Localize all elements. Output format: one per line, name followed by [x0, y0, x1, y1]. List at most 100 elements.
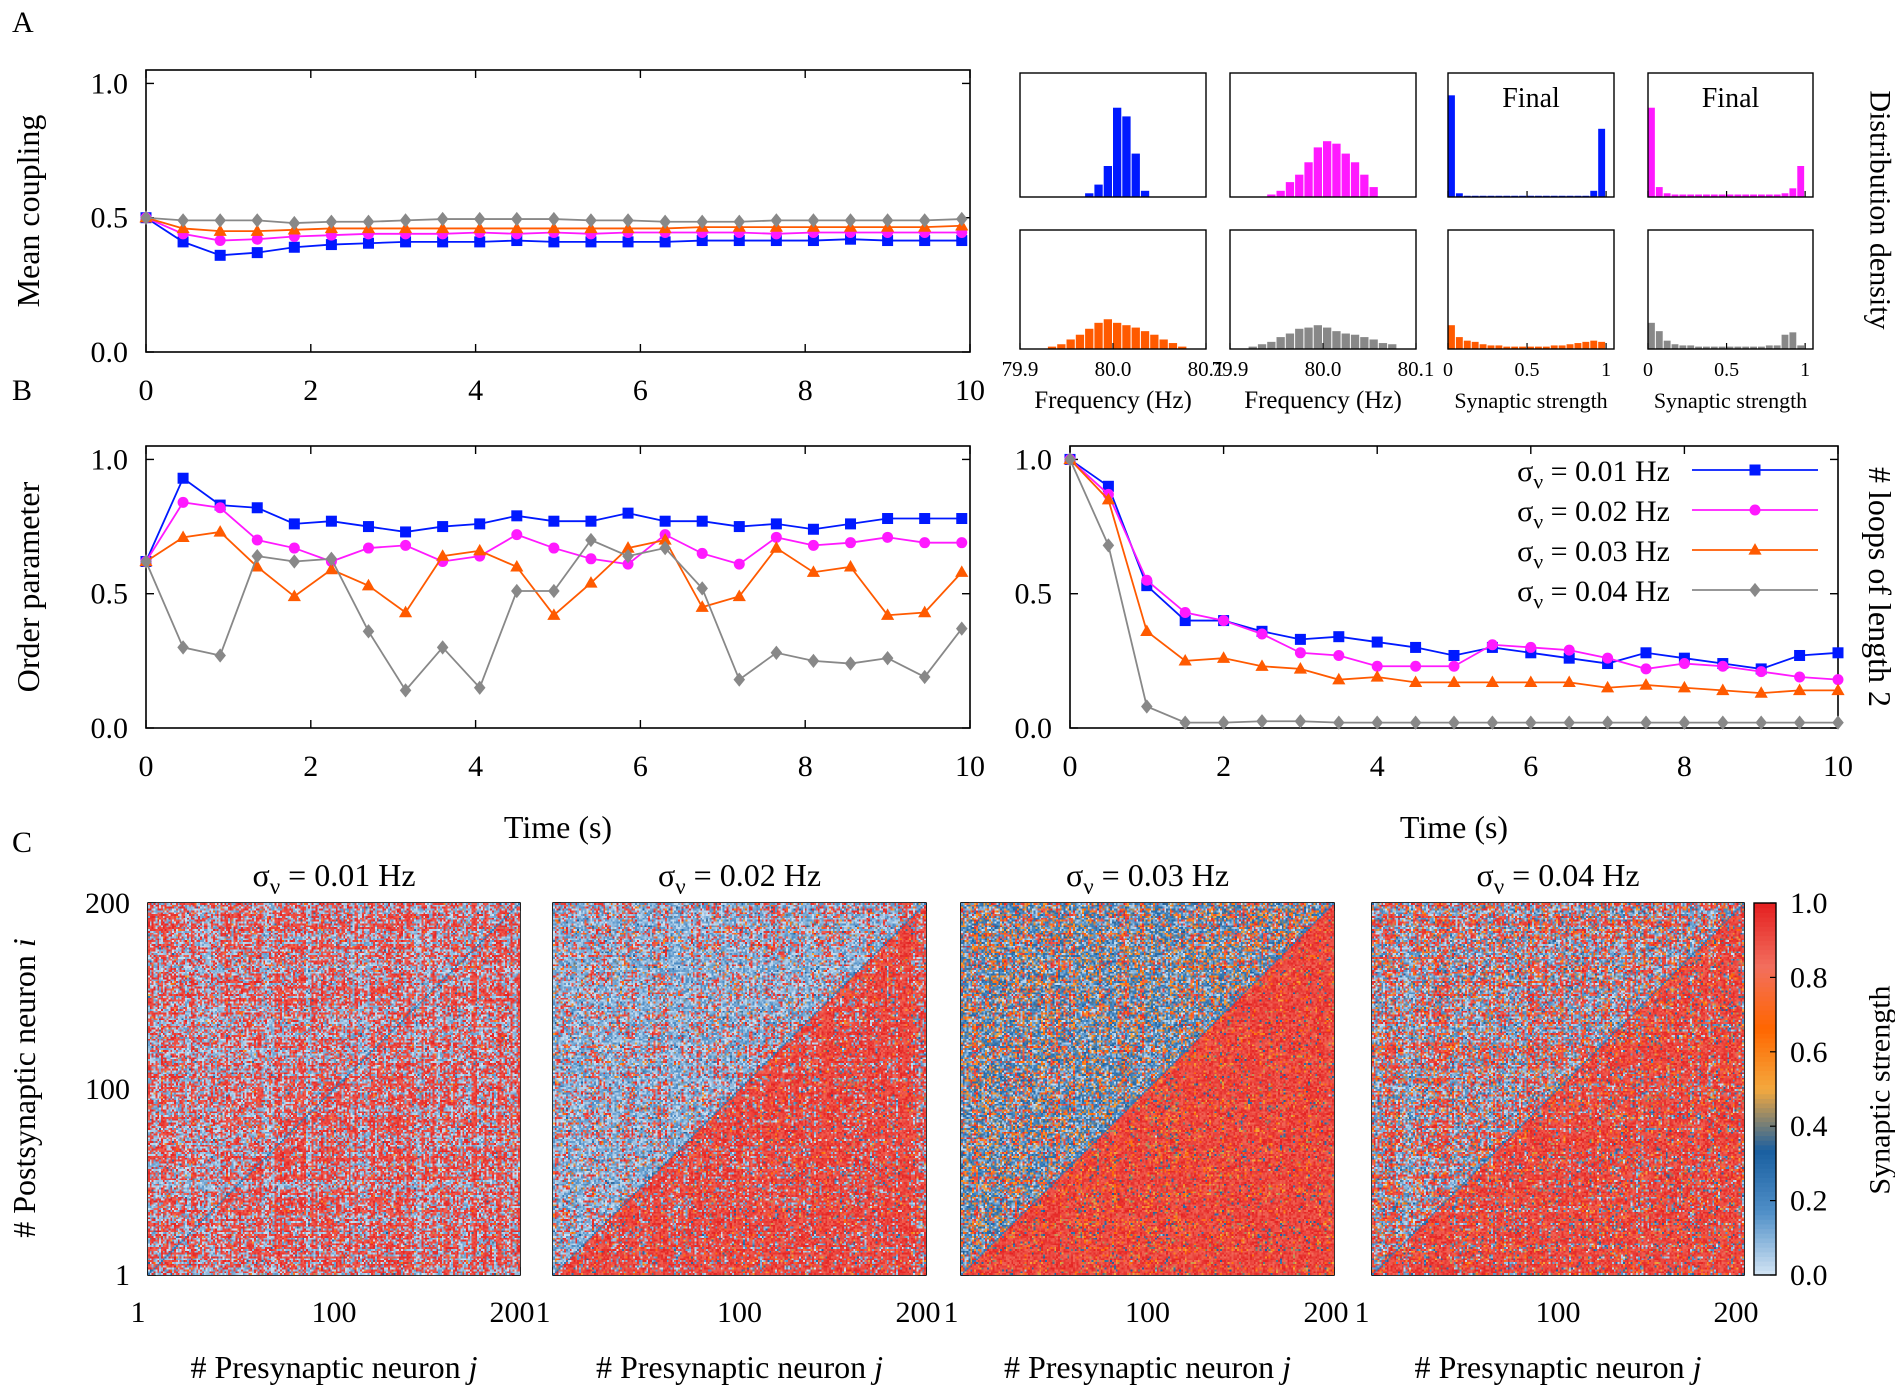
data-point	[1448, 715, 1460, 730]
data-point	[288, 215, 301, 231]
data-point	[510, 221, 524, 234]
data-point	[1371, 636, 1383, 648]
y-tick-label: 0.5	[91, 578, 129, 611]
histogram-bar	[1479, 344, 1487, 349]
histogram-bar	[1276, 337, 1285, 349]
histogram-bar	[1094, 184, 1103, 197]
data-point	[1640, 663, 1652, 675]
data-point	[140, 210, 152, 225]
histogram-bar	[1323, 327, 1332, 349]
histogram-bar	[1734, 194, 1742, 197]
legend-label: σν = 0.01 Hz	[1517, 455, 1670, 494]
data-point	[1217, 715, 1230, 730]
data-point	[1179, 607, 1191, 619]
data-point	[882, 531, 894, 543]
colorbar-step	[1754, 1247, 1776, 1253]
colorbar-step	[1754, 996, 1776, 1002]
data-point	[1563, 715, 1575, 730]
y-axis-label: Order parameter	[10, 481, 46, 692]
data-point	[436, 211, 449, 227]
data-point	[622, 507, 634, 519]
histogram-bar	[1332, 143, 1341, 197]
data-point	[918, 605, 932, 618]
heatmap-3-image	[1372, 903, 1744, 1275]
histogram-bar	[1655, 331, 1663, 349]
series-1	[140, 212, 968, 261]
data-point	[1218, 615, 1230, 627]
data-point	[214, 249, 226, 261]
histogram-bar	[1066, 339, 1075, 349]
data-point	[622, 236, 634, 248]
data-point	[955, 211, 968, 227]
histogram-bar	[1304, 162, 1313, 197]
colorbar-step	[1754, 1191, 1776, 1197]
y-tick-label: 1.0	[91, 443, 129, 476]
colorbar-step	[1754, 1056, 1776, 1062]
colorbar-step	[1754, 1163, 1776, 1169]
data-point	[844, 656, 857, 671]
histogram-bar	[1122, 116, 1131, 197]
data-point	[956, 537, 968, 549]
data-point	[1294, 647, 1306, 659]
colorbar-step	[1754, 1075, 1776, 1081]
data-point	[511, 211, 523, 227]
x-tick-label: 10	[1823, 750, 1853, 783]
series-4	[1064, 452, 1844, 730]
data-point	[696, 214, 708, 229]
plot-frame	[145, 445, 971, 729]
heatmap-title: σν = 0.02 Hz	[658, 857, 821, 899]
series-2	[140, 496, 968, 570]
data-point	[1293, 662, 1307, 674]
colorbar-step	[1754, 1089, 1776, 1095]
data-point	[1294, 633, 1306, 645]
histogram-bar	[1360, 174, 1369, 197]
data-point	[474, 236, 486, 248]
final-label: Final	[1502, 83, 1560, 114]
data-point	[1101, 492, 1115, 505]
histogram-bar	[1558, 345, 1566, 349]
data-point	[436, 640, 449, 655]
histogram-frequency-4: 79.9 80.0 80.1 Frequency (Hz)	[1212, 229, 1434, 414]
histogram-bar	[1503, 346, 1511, 349]
data-point	[362, 521, 374, 533]
data-point	[177, 640, 189, 655]
data-point	[325, 551, 338, 566]
colorbar-step	[1754, 1093, 1776, 1099]
histogram-bar	[1519, 346, 1527, 349]
x-tick-label: 4	[468, 374, 483, 407]
data-point	[733, 235, 745, 247]
data-point	[1754, 686, 1768, 698]
colorbar-step	[1754, 1009, 1776, 1016]
data-point	[881, 608, 895, 620]
data-point	[398, 605, 413, 618]
histogram-synaptic-2: Final	[1647, 72, 1814, 198]
data-point	[845, 518, 857, 530]
histogram-bar	[1341, 333, 1350, 349]
data-point	[881, 651, 894, 666]
data-point	[362, 237, 374, 249]
colorbar-step	[1754, 1014, 1776, 1020]
data-point	[659, 214, 671, 229]
data-point	[1755, 715, 1767, 730]
data-point	[1141, 699, 1153, 714]
data-point	[770, 531, 782, 543]
data-point	[1524, 675, 1538, 688]
data-point	[733, 521, 745, 533]
histogram-bar	[1248, 346, 1257, 349]
histogram-bar	[1648, 322, 1655, 349]
data-point	[695, 600, 709, 612]
data-point	[325, 214, 338, 229]
colorbar-step	[1754, 954, 1776, 960]
data-point	[1410, 660, 1422, 672]
data-point	[1640, 715, 1652, 730]
x-tick-label: 1	[1800, 359, 1810, 381]
data-point	[696, 581, 708, 596]
data-point	[288, 241, 300, 253]
y-tick-label: 1.0	[1015, 443, 1053, 476]
colorbar-step	[1754, 963, 1776, 969]
histogram-bar	[1103, 166, 1112, 197]
histogram-bar	[1781, 193, 1789, 197]
colorbar-label: Synaptic strength	[1864, 985, 1895, 1194]
colorbar-step	[1754, 1219, 1776, 1225]
